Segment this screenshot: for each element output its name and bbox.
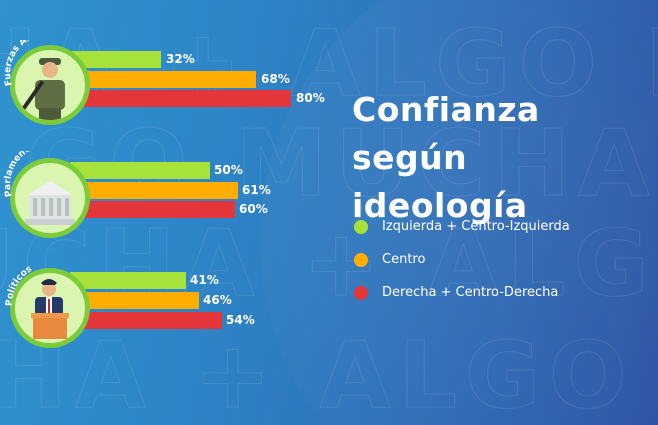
value-izquierda: 50% [214,163,243,177]
bar-derecha [70,90,291,107]
group-fuerzas-armadas: Fuerzas Armadas 32% 68% 80% [0,40,340,140]
legend-label: Izquierda + Centro-Izquierda [382,219,570,234]
watermark-row-4: HA + ALGO MUCHA [0,322,658,425]
value-derecha: 60% [239,202,268,216]
parliament-building-icon [10,158,90,238]
politician-podium-icon [10,268,90,348]
soldier-icon [10,45,90,125]
value-izquierda: 41% [190,273,219,287]
legend-dot-icon [354,285,368,300]
legend-label: Centro [382,252,426,267]
bar-izquierda [70,51,161,68]
bar-izquierda [70,272,186,289]
bar-centro [70,292,199,309]
bar-centro [70,182,238,199]
legend-dot-icon [354,252,368,267]
value-centro: 68% [261,72,290,86]
legend-dot-icon [354,219,368,234]
bar-izquierda [70,162,210,179]
value-izquierda: 32% [166,52,195,66]
bar-centro [70,71,256,88]
value-derecha: 80% [296,91,325,105]
background-sheen [260,0,658,425]
legend: Izquierda + Centro-Izquierda Centro Dere… [352,210,570,309]
title-line-2: ideología [352,186,528,225]
value-centro: 46% [203,293,232,307]
value-derecha: 54% [226,313,255,327]
group-politicos: Políticos 41% 46% 54% [0,261,340,361]
legend-item-derecha: Derecha + Centro-Derecha [352,276,570,309]
legend-label: Derecha + Centro-Derecha [382,285,559,300]
chart-title: Confianza según ideología [352,86,658,230]
value-centro: 61% [242,183,271,197]
bar-derecha [70,201,235,218]
bar-derecha [70,312,222,329]
legend-item-izquierda: Izquierda + Centro-Izquierda [352,210,570,243]
group-parlamento: Parlamento 50% 61% 60% [0,151,340,251]
title-line-1: Confianza según [352,90,540,177]
legend-item-centro: Centro [352,243,570,276]
